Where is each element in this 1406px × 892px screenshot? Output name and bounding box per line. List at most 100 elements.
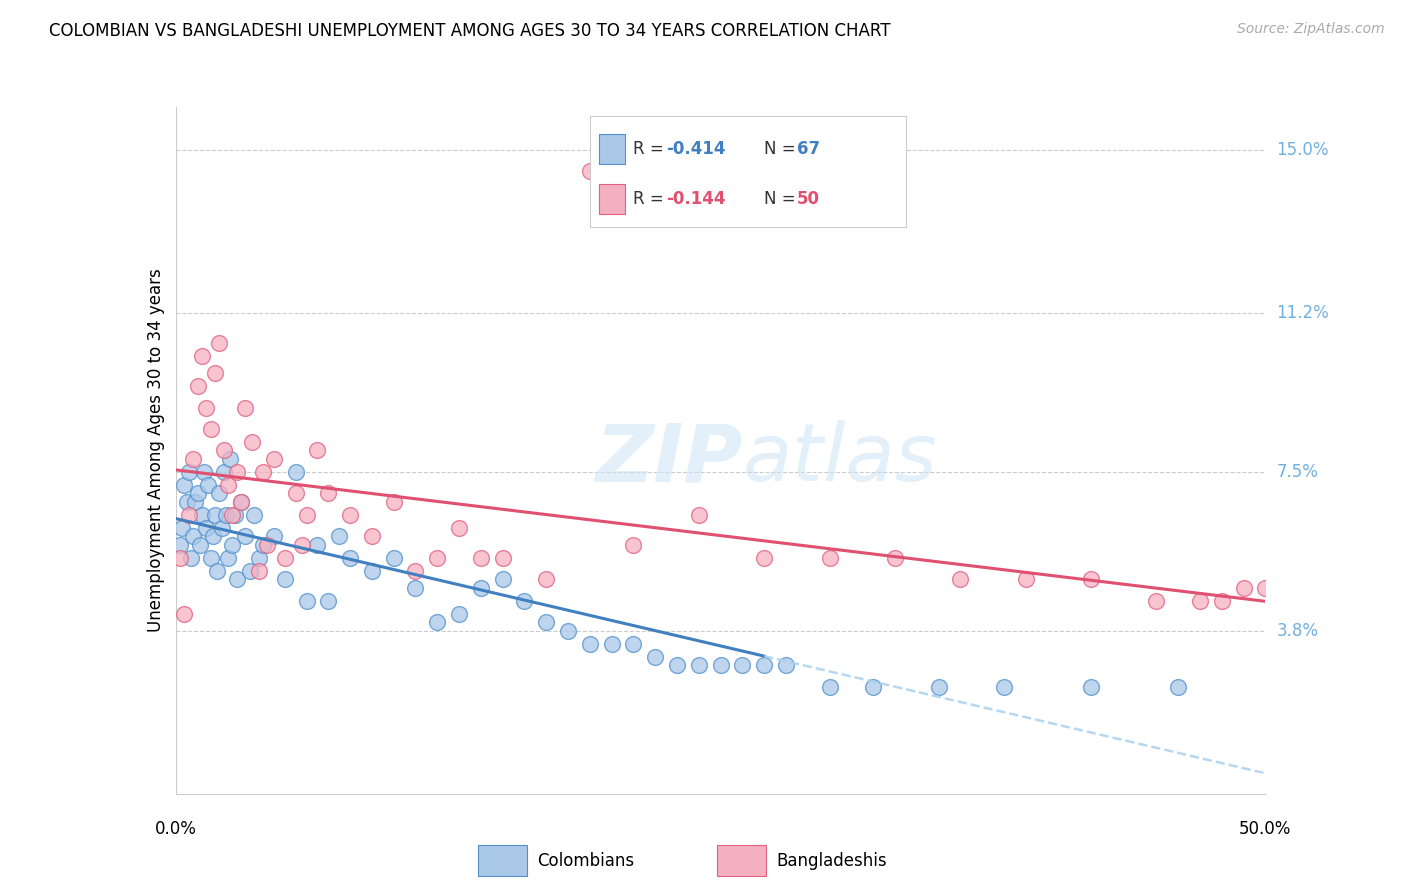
Text: 11.2%: 11.2% <box>1277 304 1329 322</box>
Point <box>1189 593 1212 607</box>
Point <box>231 495 253 509</box>
Point <box>284 486 307 500</box>
Text: atlas: atlas <box>742 420 938 498</box>
Text: 3.8%: 3.8% <box>1277 622 1319 640</box>
Point <box>949 572 972 586</box>
Point <box>644 649 666 664</box>
Point <box>217 478 239 492</box>
Point <box>215 508 238 522</box>
Point <box>201 529 224 543</box>
Point <box>173 607 195 621</box>
Point <box>426 615 449 630</box>
Text: N =: N = <box>765 140 801 158</box>
Text: 67: 67 <box>797 140 820 158</box>
Point <box>710 658 733 673</box>
Point <box>447 521 470 535</box>
Point <box>256 538 278 552</box>
Point <box>426 550 449 565</box>
Point <box>492 572 515 586</box>
Point <box>240 434 263 449</box>
Point <box>191 508 214 522</box>
Point <box>243 508 266 522</box>
Text: 0.0%: 0.0% <box>155 820 197 838</box>
Point <box>295 508 318 522</box>
Point <box>579 637 602 651</box>
Point <box>1167 680 1189 694</box>
Point <box>195 521 218 535</box>
Text: N =: N = <box>765 190 801 209</box>
Point <box>361 564 384 578</box>
Point <box>1211 593 1233 607</box>
Point <box>197 478 219 492</box>
Point <box>191 349 214 363</box>
Point <box>177 465 200 479</box>
FancyBboxPatch shape <box>591 116 905 227</box>
Point <box>818 680 841 694</box>
Point <box>557 624 579 638</box>
Point <box>239 564 262 578</box>
Point <box>1146 593 1168 607</box>
Point <box>382 550 405 565</box>
Point <box>579 164 602 178</box>
Point <box>200 422 222 436</box>
Text: ZIP: ZIP <box>595 420 742 498</box>
Point <box>184 495 207 509</box>
Point <box>217 550 239 565</box>
FancyBboxPatch shape <box>599 185 624 214</box>
FancyBboxPatch shape <box>717 846 766 876</box>
Point <box>447 607 470 621</box>
Point <box>204 508 226 522</box>
Point <box>186 486 209 500</box>
Point <box>307 538 329 552</box>
Point <box>731 658 754 673</box>
Point <box>231 495 253 509</box>
Point <box>318 486 340 500</box>
Point <box>405 564 427 578</box>
Point <box>212 465 235 479</box>
Point <box>219 452 242 467</box>
Point <box>470 581 492 595</box>
Point <box>534 572 557 586</box>
Point <box>169 550 191 565</box>
Point <box>247 564 270 578</box>
Text: -0.414: -0.414 <box>666 140 725 158</box>
Text: R =: R = <box>633 140 669 158</box>
Point <box>204 366 226 380</box>
Point <box>200 550 222 565</box>
Point <box>181 452 204 467</box>
Text: 7.5%: 7.5% <box>1277 463 1319 481</box>
FancyBboxPatch shape <box>599 134 624 164</box>
Point <box>295 593 318 607</box>
Point <box>754 658 776 673</box>
Point <box>263 452 285 467</box>
Point <box>621 538 644 552</box>
Y-axis label: Unemployment Among Ages 30 to 34 years: Unemployment Among Ages 30 to 34 years <box>146 268 165 632</box>
Point <box>1233 581 1256 595</box>
Point <box>235 401 257 415</box>
Point <box>339 550 361 565</box>
Point <box>339 508 361 522</box>
Point <box>172 521 194 535</box>
Point <box>1080 572 1102 586</box>
Point <box>173 478 195 492</box>
Point <box>235 529 257 543</box>
Point <box>274 572 297 586</box>
Point <box>211 521 233 535</box>
Point <box>177 508 200 522</box>
Point <box>188 538 211 552</box>
Point <box>775 658 797 673</box>
Point <box>225 465 247 479</box>
Point <box>193 465 215 479</box>
Point <box>884 550 907 565</box>
Point <box>382 495 405 509</box>
Point <box>225 572 247 586</box>
Point <box>284 465 307 479</box>
Text: Source: ZipAtlas.com: Source: ZipAtlas.com <box>1237 22 1385 37</box>
Point <box>221 508 243 522</box>
Point <box>928 680 950 694</box>
Text: 15.0%: 15.0% <box>1277 141 1329 159</box>
Point <box>186 379 209 393</box>
Point <box>754 550 776 565</box>
Point <box>181 529 204 543</box>
Point <box>534 615 557 630</box>
